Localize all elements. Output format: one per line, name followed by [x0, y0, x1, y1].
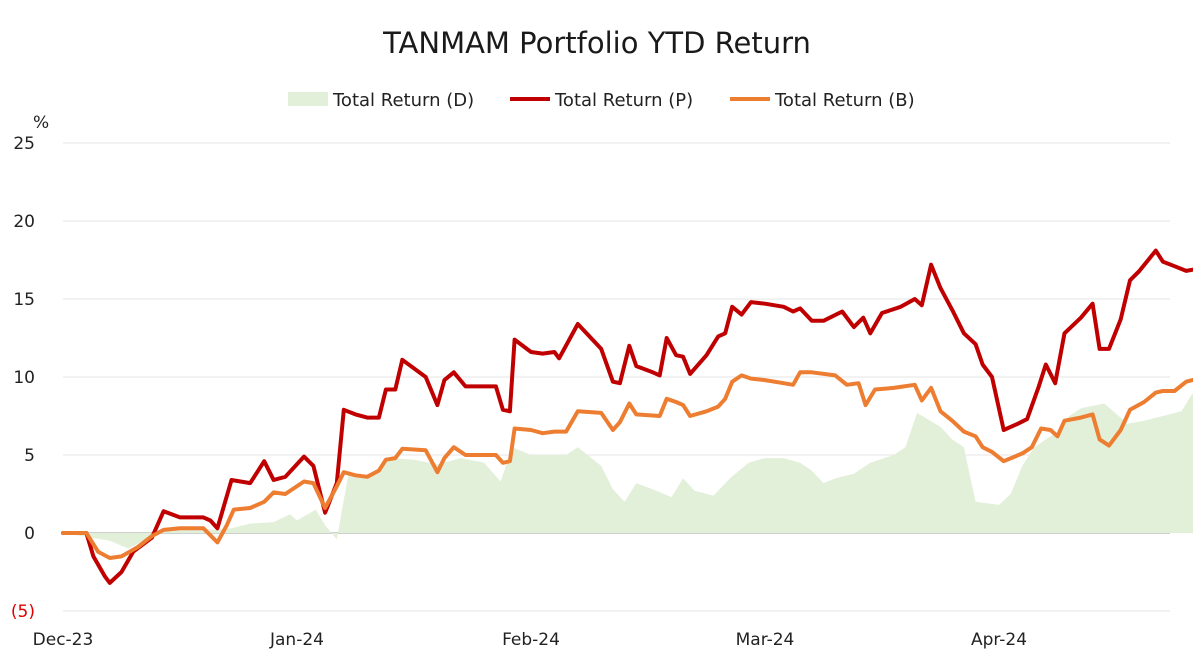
y-tick-label: 10: [13, 368, 35, 388]
series-area-d-shape: [63, 393, 1193, 549]
series-line-p: [61, 248, 1193, 585]
x-axis: Dec-23 Jan-24 Feb-24 Mar-24 Apr-24: [33, 630, 1027, 650]
y-tick-label: 5: [24, 446, 35, 466]
legend-label-d: Total Return (D): [332, 90, 474, 111]
series-line-b: [61, 370, 1193, 560]
y-tick-label: 20: [13, 212, 35, 232]
x-tick-label: Feb-24: [502, 630, 560, 650]
x-tick-label: Jan-24: [269, 630, 324, 650]
y-tick-label: 0: [24, 524, 35, 544]
legend-label-b: Total Return (B): [774, 90, 915, 111]
grid-lines: [63, 142, 1170, 612]
chart-title: TANMAM Portfolio YTD Return: [382, 26, 811, 60]
x-tick-label: Apr-24: [971, 630, 1027, 650]
legend-label-p: Total Return (P): [554, 90, 693, 111]
x-tick-label: Dec-23: [33, 630, 94, 650]
y-axis: (5) 0 5 10 15 20 25: [11, 134, 35, 622]
y-unit-label: %: [33, 113, 49, 133]
y-tick-label: 25: [13, 134, 35, 154]
y-tick-label: (5): [11, 602, 35, 622]
y-tick-label: 15: [13, 290, 35, 310]
series-area-d: [63, 393, 1193, 549]
series-lines: [61, 248, 1193, 585]
x-tick-label: Mar-24: [736, 630, 795, 650]
legend-swatch-d: [288, 92, 328, 106]
chart-legend: Total Return (D) Total Return (P) Total …: [288, 90, 915, 111]
